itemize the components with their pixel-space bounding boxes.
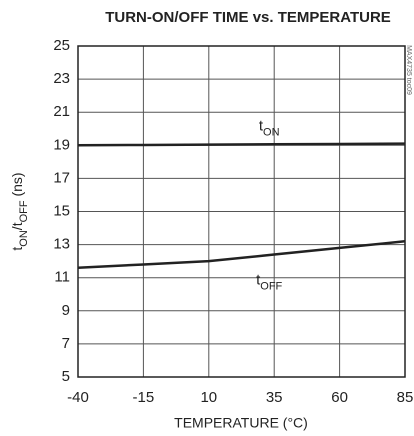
y-tick-label: 15 [53,202,70,219]
series-line [77,240,406,270]
x-tick-label: 10 [200,389,217,406]
x-tick-label: 85 [397,389,414,406]
series-label: tOFF [256,271,282,292]
x-axis-label: TEMPERATURE (°C) [174,415,308,431]
y-tick-label: 25 [53,37,70,54]
text-part: ON [18,230,30,247]
x-tick-label: -15 [133,389,155,406]
text-part: /t [9,222,25,230]
y-tick-label: 17 [53,169,70,186]
chart-title: TURN-ON/OFF TIME vs. TEMPERATURE [105,9,391,26]
side-note: MAX4735 toc09 [405,45,412,95]
y-axis-label: tON/tOFF (ns) [9,172,30,250]
text-part: t [9,247,25,251]
text-part: OFF [18,200,30,222]
x-tick-label: 35 [266,389,283,406]
plot-frame [77,45,406,378]
y-tick-label: 7 [62,335,70,352]
text-part: OFF [260,280,282,292]
series-line [77,142,406,147]
x-tick-label: -40 [67,389,89,406]
y-tick-label: 5 [62,368,70,385]
y-tick-label: 11 [54,269,70,286]
text-part: t [259,117,264,134]
y-tick-label: 23 [53,70,70,87]
text-part: (ns) [9,172,25,200]
y-tick-label: 9 [62,302,70,319]
series-label: tON [259,117,280,138]
text-part: ON [263,126,280,138]
x-tick-label: 60 [331,389,348,406]
text-part: t [256,271,261,288]
y-tick-label: 19 [53,136,70,153]
y-tick-label: 13 [53,236,70,253]
y-tick-label: 21 [53,103,70,120]
